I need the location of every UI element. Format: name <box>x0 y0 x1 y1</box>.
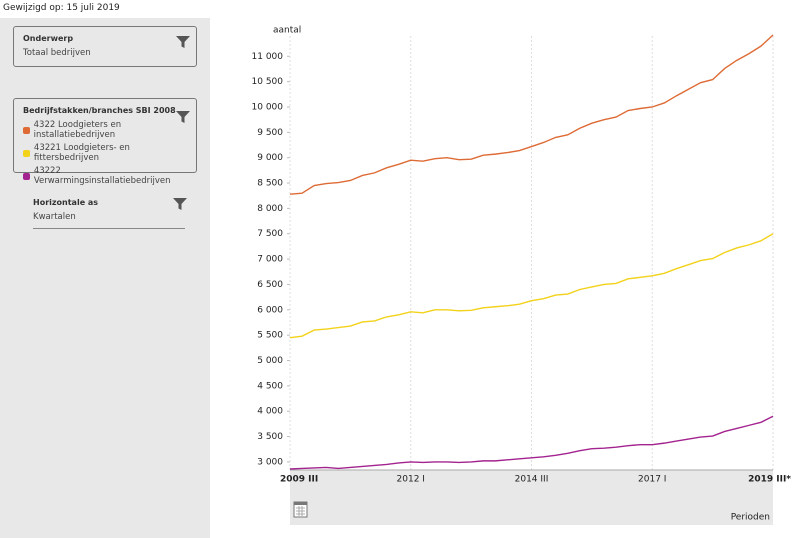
x-tick-label: 2012 I <box>397 475 425 485</box>
x-axis-label: Perioden <box>731 513 770 523</box>
filter-icon[interactable] <box>176 110 190 124</box>
legend-item: 4322 Loodgieters en installatiebedrijven <box>23 120 196 140</box>
legend-item: 43222 Verwarmingsinstallatiebedrijven <box>23 166 196 186</box>
x-tick-label: 2014 III <box>515 475 549 485</box>
filter-title: Onderwerp <box>23 34 74 43</box>
y-tick-label: 7 500 <box>257 229 283 239</box>
legend-label: 43222 Verwarmingsinstallatiebedrijven <box>33 166 171 186</box>
horizontal-axis-filter[interactable]: Horizontale as Kwartalen <box>33 194 187 229</box>
y-tick-label: 3 000 <box>257 457 283 467</box>
filter-title: Bedrijfstakken/branches SBI 2008 <box>23 106 176 115</box>
filter-value: Kwartalen <box>33 212 76 222</box>
legend: 4322 Loodgieters en installatiebedrijven… <box>14 120 196 186</box>
calendar-icon[interactable] <box>293 501 308 518</box>
y-tick-label: 3 500 <box>257 432 283 442</box>
legend-label: 43221 Loodgieters- en fittersbedrijven <box>33 143 130 163</box>
y-tick-label: 9 000 <box>257 153 283 163</box>
y-tick-label: 6 500 <box>257 280 283 290</box>
x-tick-label: 2019 III* <box>748 475 791 485</box>
legend-swatch <box>23 126 30 134</box>
y-tick-label: 5 500 <box>257 331 283 341</box>
filter-title: Horizontale as <box>33 198 99 207</box>
subject-filter[interactable]: Onderwerp Totaal bedrijven <box>13 26 197 67</box>
x-axis-band <box>290 470 773 525</box>
y-tick-label: 4 000 <box>257 407 283 417</box>
chart: aantal Perioden 3 000 3 500 4 000 4 500 5 00… <box>252 26 791 525</box>
y-tick-label: 4 500 <box>257 381 283 391</box>
y-tick-label: 9 500 <box>257 128 283 138</box>
y-tick-label: 5 000 <box>257 356 283 366</box>
modified-date: Gewijzigd op: 15 juli 2019 <box>3 3 120 13</box>
y-tick-label: 11 000 <box>252 52 284 62</box>
sector-filter[interactable]: Bedrijfstakken/branches SBI 2008 4322 Lo… <box>13 98 197 186</box>
legend-label: 4322 Loodgieters en installatiebedrijven <box>33 120 122 140</box>
y-tick-label: 10 000 <box>252 102 284 112</box>
series-line <box>289 34 774 195</box>
legend-swatch <box>23 172 30 180</box>
y-tick-label: 8 000 <box>257 204 283 214</box>
filter-icon[interactable] <box>173 197 187 211</box>
y-axis-label: aantal <box>273 26 301 36</box>
y-tick-label: 7 000 <box>257 255 283 265</box>
series-line <box>289 233 774 339</box>
x-tick-label: 2009 III <box>280 475 318 485</box>
legend-swatch <box>23 149 30 157</box>
side-panel: Onderwerp Totaal bedrijven Bedrijfstakke… <box>0 18 210 538</box>
filter-icon[interactable] <box>176 35 190 49</box>
y-tick-label: 8 500 <box>257 179 283 189</box>
filter-value: Totaal bedrijven <box>23 48 91 58</box>
x-tick-label: 2017 I <box>638 475 666 485</box>
legend-item: 43221 Loodgieters- en fittersbedrijven <box>23 143 196 163</box>
y-tick-label: 10 500 <box>252 77 284 87</box>
series-line <box>289 415 774 470</box>
y-tick-label: 6 000 <box>257 305 283 315</box>
